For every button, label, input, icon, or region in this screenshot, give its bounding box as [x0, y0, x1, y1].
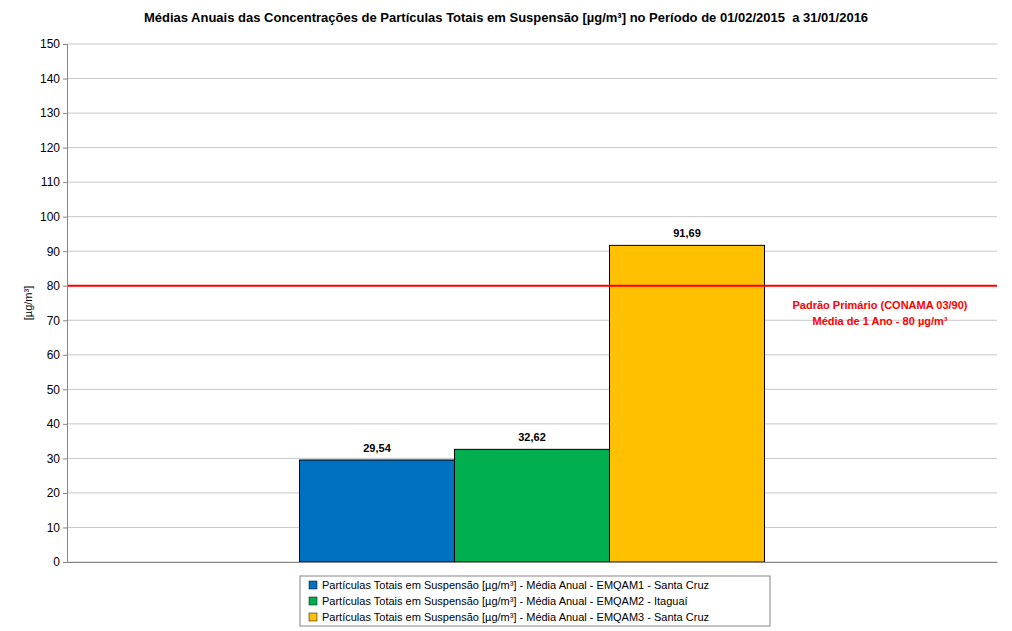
legend-swatch: [309, 613, 317, 621]
y-tick: 100: [40, 210, 67, 224]
y-tick-mark: [63, 217, 67, 218]
y-tick-mark: [63, 251, 67, 252]
bar: [300, 460, 455, 562]
legend-swatch: [309, 581, 317, 589]
grid-line: [67, 354, 997, 355]
y-tick: 20: [47, 486, 67, 500]
grid-line: [67, 78, 997, 79]
annotation-text: Padrão Primário (CONAMA 03/90): [792, 299, 967, 311]
y-axis-line: [63, 45, 68, 563]
y-tick: 140: [40, 72, 67, 86]
title: Médias Anuais das Concentrações de Partí…: [144, 10, 868, 25]
y-tick: 150: [40, 37, 67, 51]
y-tick-label: 130: [40, 106, 60, 120]
y-tick: 50: [47, 383, 67, 397]
chart: Médias Anuais das Concentrações de Partí…: [0, 0, 1012, 631]
y-tick-mark: [63, 424, 67, 425]
y-tick-label: 110: [41, 175, 60, 189]
data-labels: 29,54 32,62 91,69: [363, 227, 701, 454]
y-tick: 70: [47, 314, 67, 328]
y-tick: 60: [47, 348, 67, 362]
data-label: 32,62: [518, 431, 546, 443]
y-tick-mark: [63, 320, 67, 321]
grid-line: [67, 285, 997, 286]
y-tick-mark: [63, 389, 67, 390]
y-tick-mark: [63, 44, 67, 45]
grid-line: [67, 113, 997, 114]
grid-line: [67, 251, 997, 252]
grid-line: [67, 44, 997, 45]
y-axis: 0 10 20 30 40 50 60 70 80 90 100 110 120 130 140 150: [40, 37, 68, 569]
legend-swatch: [309, 597, 317, 605]
bars: [300, 245, 765, 562]
y-tick-label: 50: [47, 383, 61, 397]
y-tick-mark: [63, 148, 67, 149]
annotations: Padrão Primário (CONAMA 03/90) Média de 1…: [792, 299, 967, 327]
grid: [67, 44, 997, 562]
y-tick-label: 150: [40, 37, 60, 51]
y-axis-title: [µg/m³]: [22, 286, 34, 320]
y-tick-mark: [63, 355, 67, 356]
y-tick: 30: [47, 452, 67, 466]
y-tick-label: 70: [47, 314, 61, 328]
grid-line: [67, 423, 997, 424]
x-axis: [68, 562, 998, 564]
legend-label: Partículas Totais em Suspensão [µg/m³] -…: [322, 595, 688, 607]
y-tick: 80: [47, 279, 67, 293]
y-tick-label: 10: [47, 521, 61, 535]
y-tick-label: 0: [53, 555, 60, 569]
y-tick-mark: [63, 182, 67, 183]
y-tick: 0: [53, 555, 67, 569]
legend-box: [300, 576, 770, 626]
y-tick: 110: [41, 175, 67, 189]
y-tick-mark: [63, 562, 67, 563]
y-tick-label: 90: [47, 245, 61, 259]
legend-label: Partículas Totais em Suspensão [µg/m³] -…: [322, 579, 709, 591]
y-tick-label: 40: [47, 417, 61, 431]
y-tick-label: 60: [47, 348, 61, 362]
grid-line: [67, 182, 997, 183]
grid-line: [67, 389, 997, 390]
y-tick: 40: [47, 417, 67, 431]
legend-label: Partículas Totais em Suspensão [µg/m³] -…: [322, 611, 709, 623]
grid-line: [67, 147, 997, 148]
data-label: 29,54: [363, 442, 391, 454]
y-tick-mark: [63, 79, 67, 80]
y-tick-label: 120: [40, 141, 60, 155]
y-tick-mark: [63, 286, 67, 287]
y-tick-label: 100: [40, 210, 60, 224]
y-tick: 90: [47, 245, 67, 259]
y-tick-mark: [63, 493, 67, 494]
y-tick-mark: [63, 113, 67, 114]
legend: Partículas Totais em Suspensão [µg/m³] -…: [300, 576, 770, 626]
y-tick-label: 20: [47, 486, 61, 500]
y-tick-mark: [63, 527, 67, 528]
reference-lines: [67, 285, 997, 286]
y-tick: 130: [40, 106, 67, 120]
y-tick: 10: [47, 521, 67, 535]
bar: [610, 245, 765, 562]
y-tick-label: 30: [47, 452, 61, 466]
bar: [455, 449, 610, 562]
grid-line: [67, 216, 997, 217]
y-tick-label: 80: [47, 279, 61, 293]
y-tick-mark: [63, 458, 67, 459]
reference-line: [67, 285, 997, 287]
x-axis-line: [68, 562, 998, 563]
annotation-text: Média de 1 Ano - 80 µg/m³: [813, 315, 948, 327]
y-tick-label: 140: [40, 72, 60, 86]
y-tick: 120: [40, 141, 67, 155]
data-label: 91,69: [673, 227, 701, 239]
